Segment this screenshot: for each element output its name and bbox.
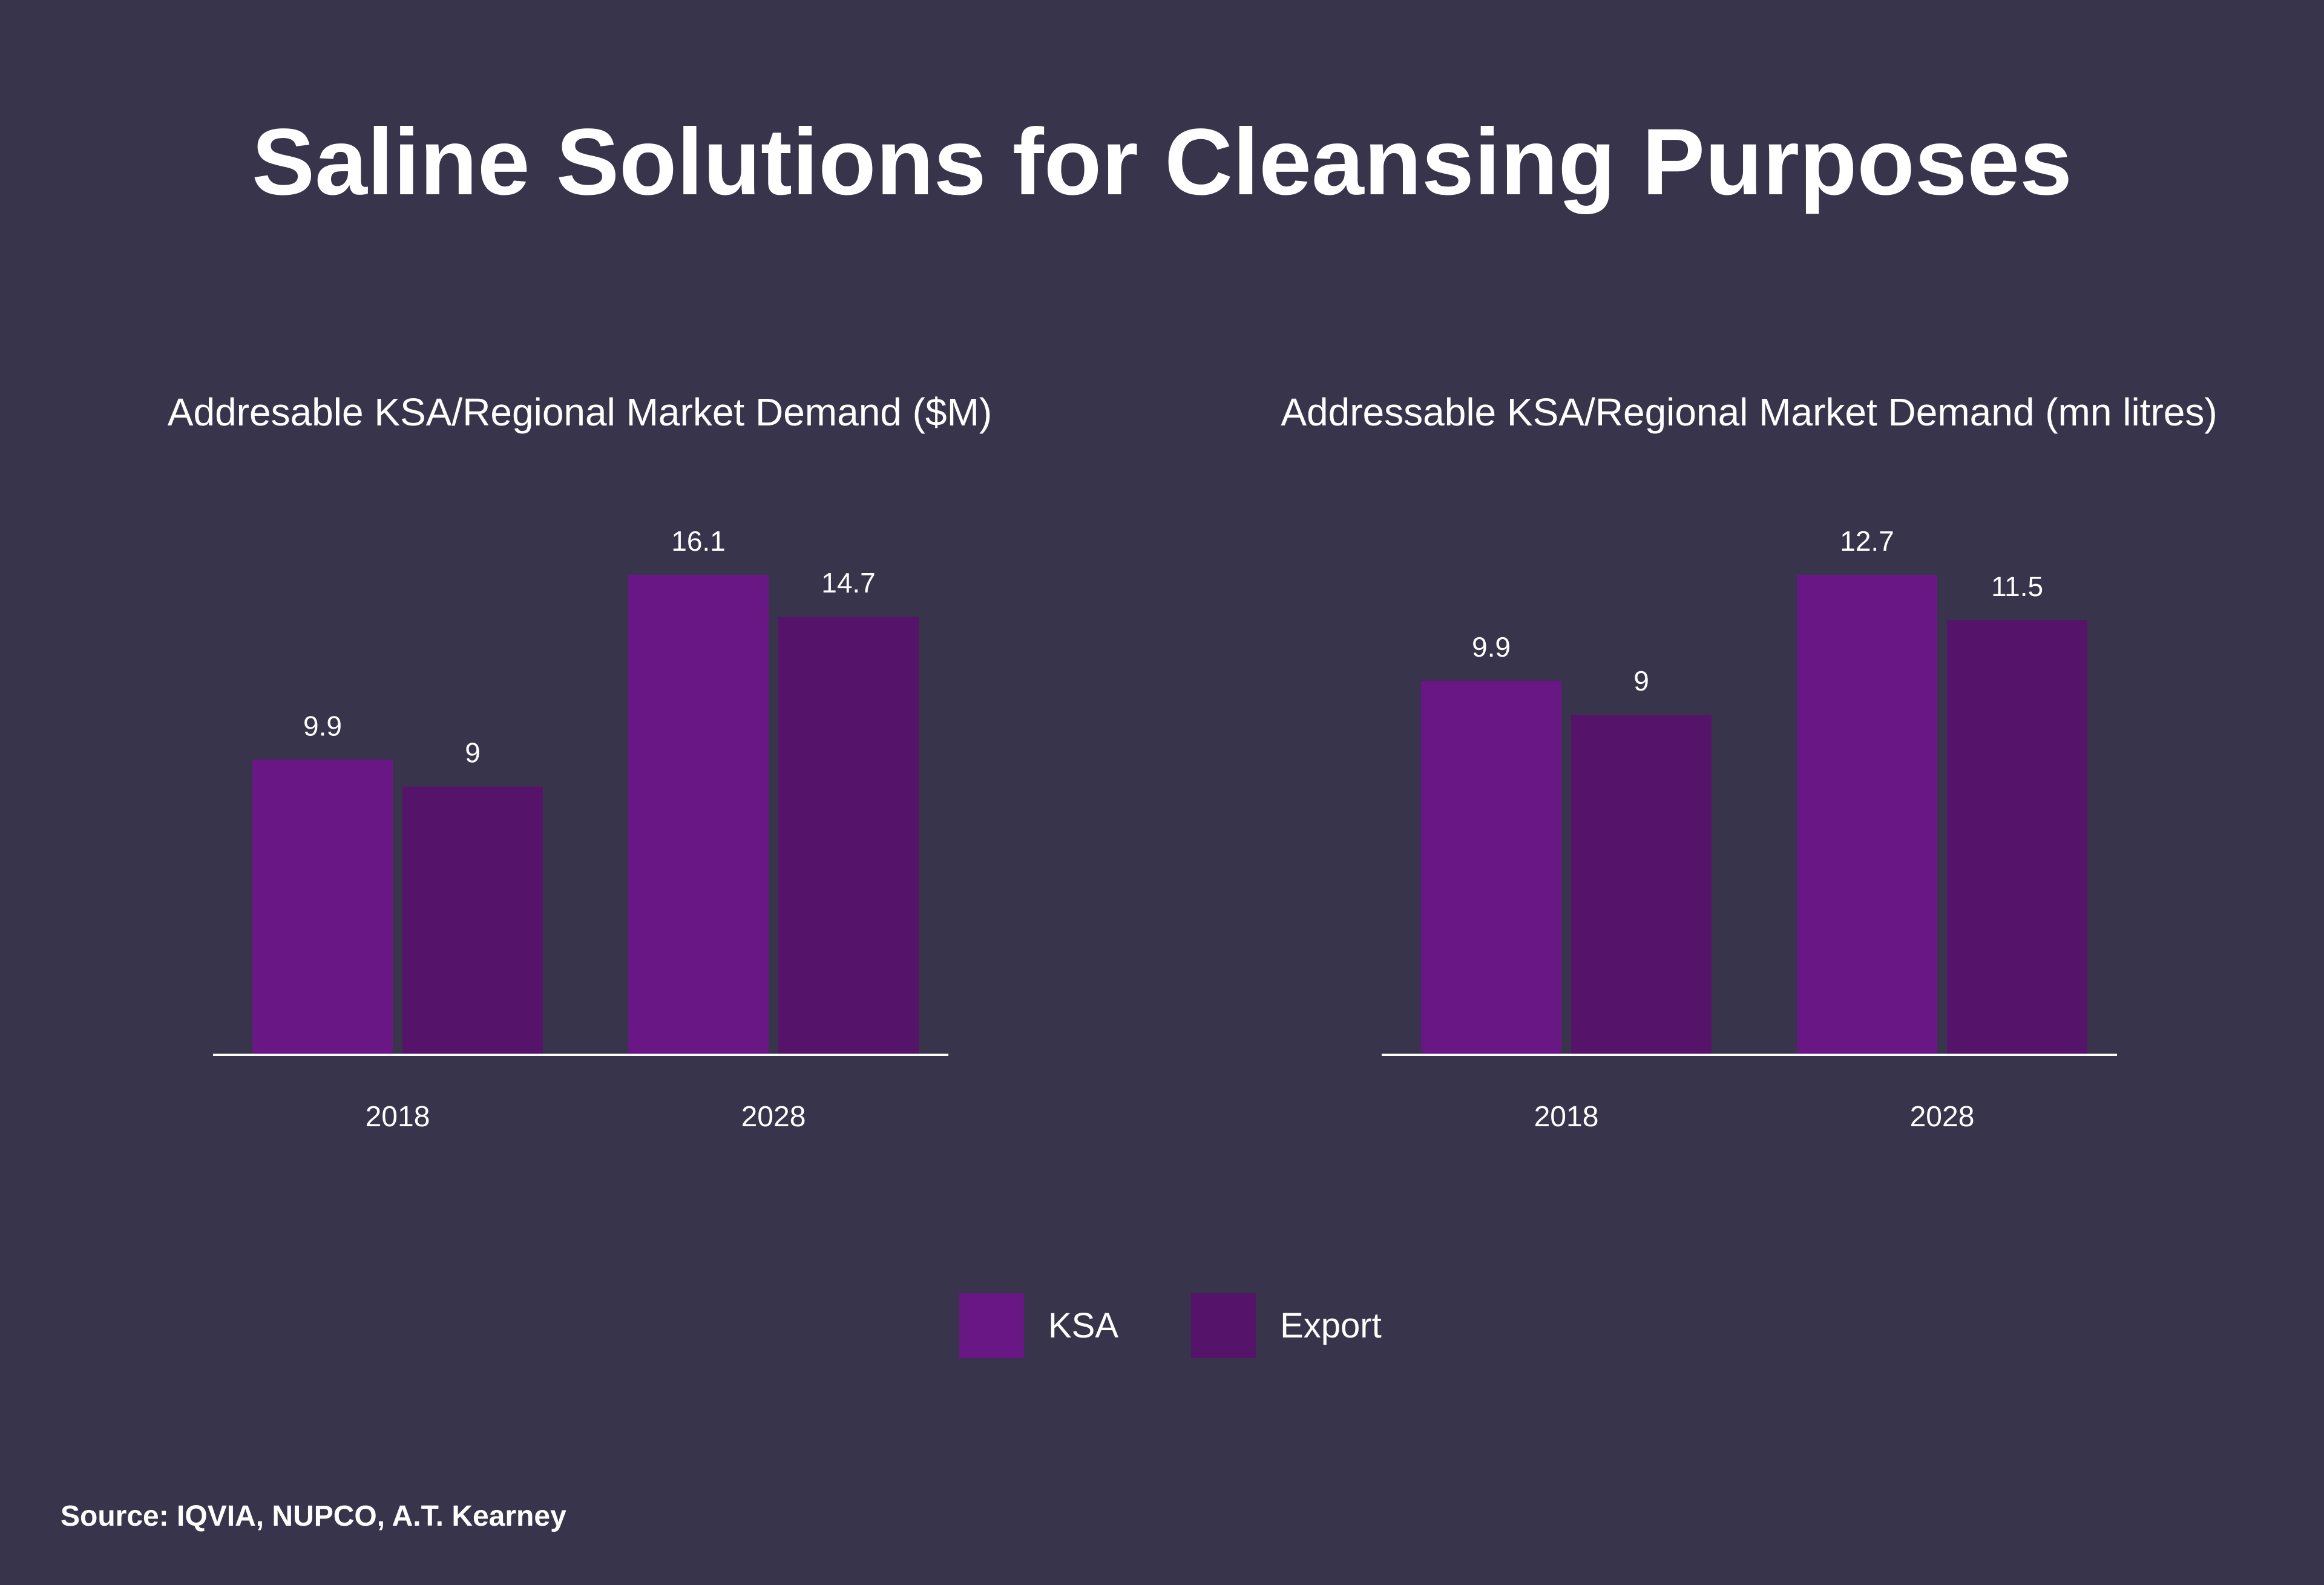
bar-export-2018 (1571, 715, 1712, 1055)
legend-item-export: Export (1191, 1293, 1382, 1358)
data-label: 14.7 (821, 567, 876, 599)
data-label: 9.9 (1472, 631, 1511, 663)
legend-item-ksa: KSA (959, 1293, 1118, 1358)
bar-export-2018 (402, 786, 543, 1055)
data-label: 9.9 (303, 710, 342, 741)
legend: KSA Export (959, 1293, 1454, 1358)
source-note: Source: IQVIA, NUPCO, A.T. Kearney (61, 1500, 566, 1532)
page-title: Saline Solutions for Cleansing Purposes (252, 110, 2072, 215)
bar-ksa-2028 (628, 575, 769, 1055)
chart-title: Addressable KSA/Regional Market Demand (… (1281, 390, 2217, 434)
bar-export-2028 (1947, 620, 2087, 1055)
x-tick-label: 2018 (366, 1101, 430, 1133)
data-label: 9 (465, 737, 481, 769)
legend-swatch-export (1191, 1293, 1256, 1358)
bar-ksa-2018 (252, 760, 393, 1055)
chart-2: Addressable KSA/Regional Market Demand (… (1281, 390, 2217, 1133)
bar-ksa-2018 (1421, 680, 1561, 1055)
chart-title: Addresable KSA/Regional Market Demand ($… (168, 390, 992, 434)
data-label: 9 (1633, 665, 1649, 697)
chart-1: Addresable KSA/Regional Market Demand ($… (168, 390, 992, 1133)
legend-label-export: Export (1280, 1305, 1382, 1345)
x-tick-label: 2018 (1534, 1101, 1599, 1133)
legend-swatch-ksa (959, 1293, 1024, 1358)
bar-ksa-2028 (1797, 575, 1937, 1055)
x-tick-label: 2028 (741, 1101, 806, 1133)
data-label: 12.7 (1840, 525, 1894, 557)
legend-label-ksa: KSA (1048, 1305, 1119, 1345)
data-label: 11.5 (1991, 571, 2043, 602)
data-label: 16.1 (671, 525, 726, 557)
bar-export-2028 (778, 616, 919, 1055)
x-tick-label: 2028 (1910, 1101, 1975, 1133)
